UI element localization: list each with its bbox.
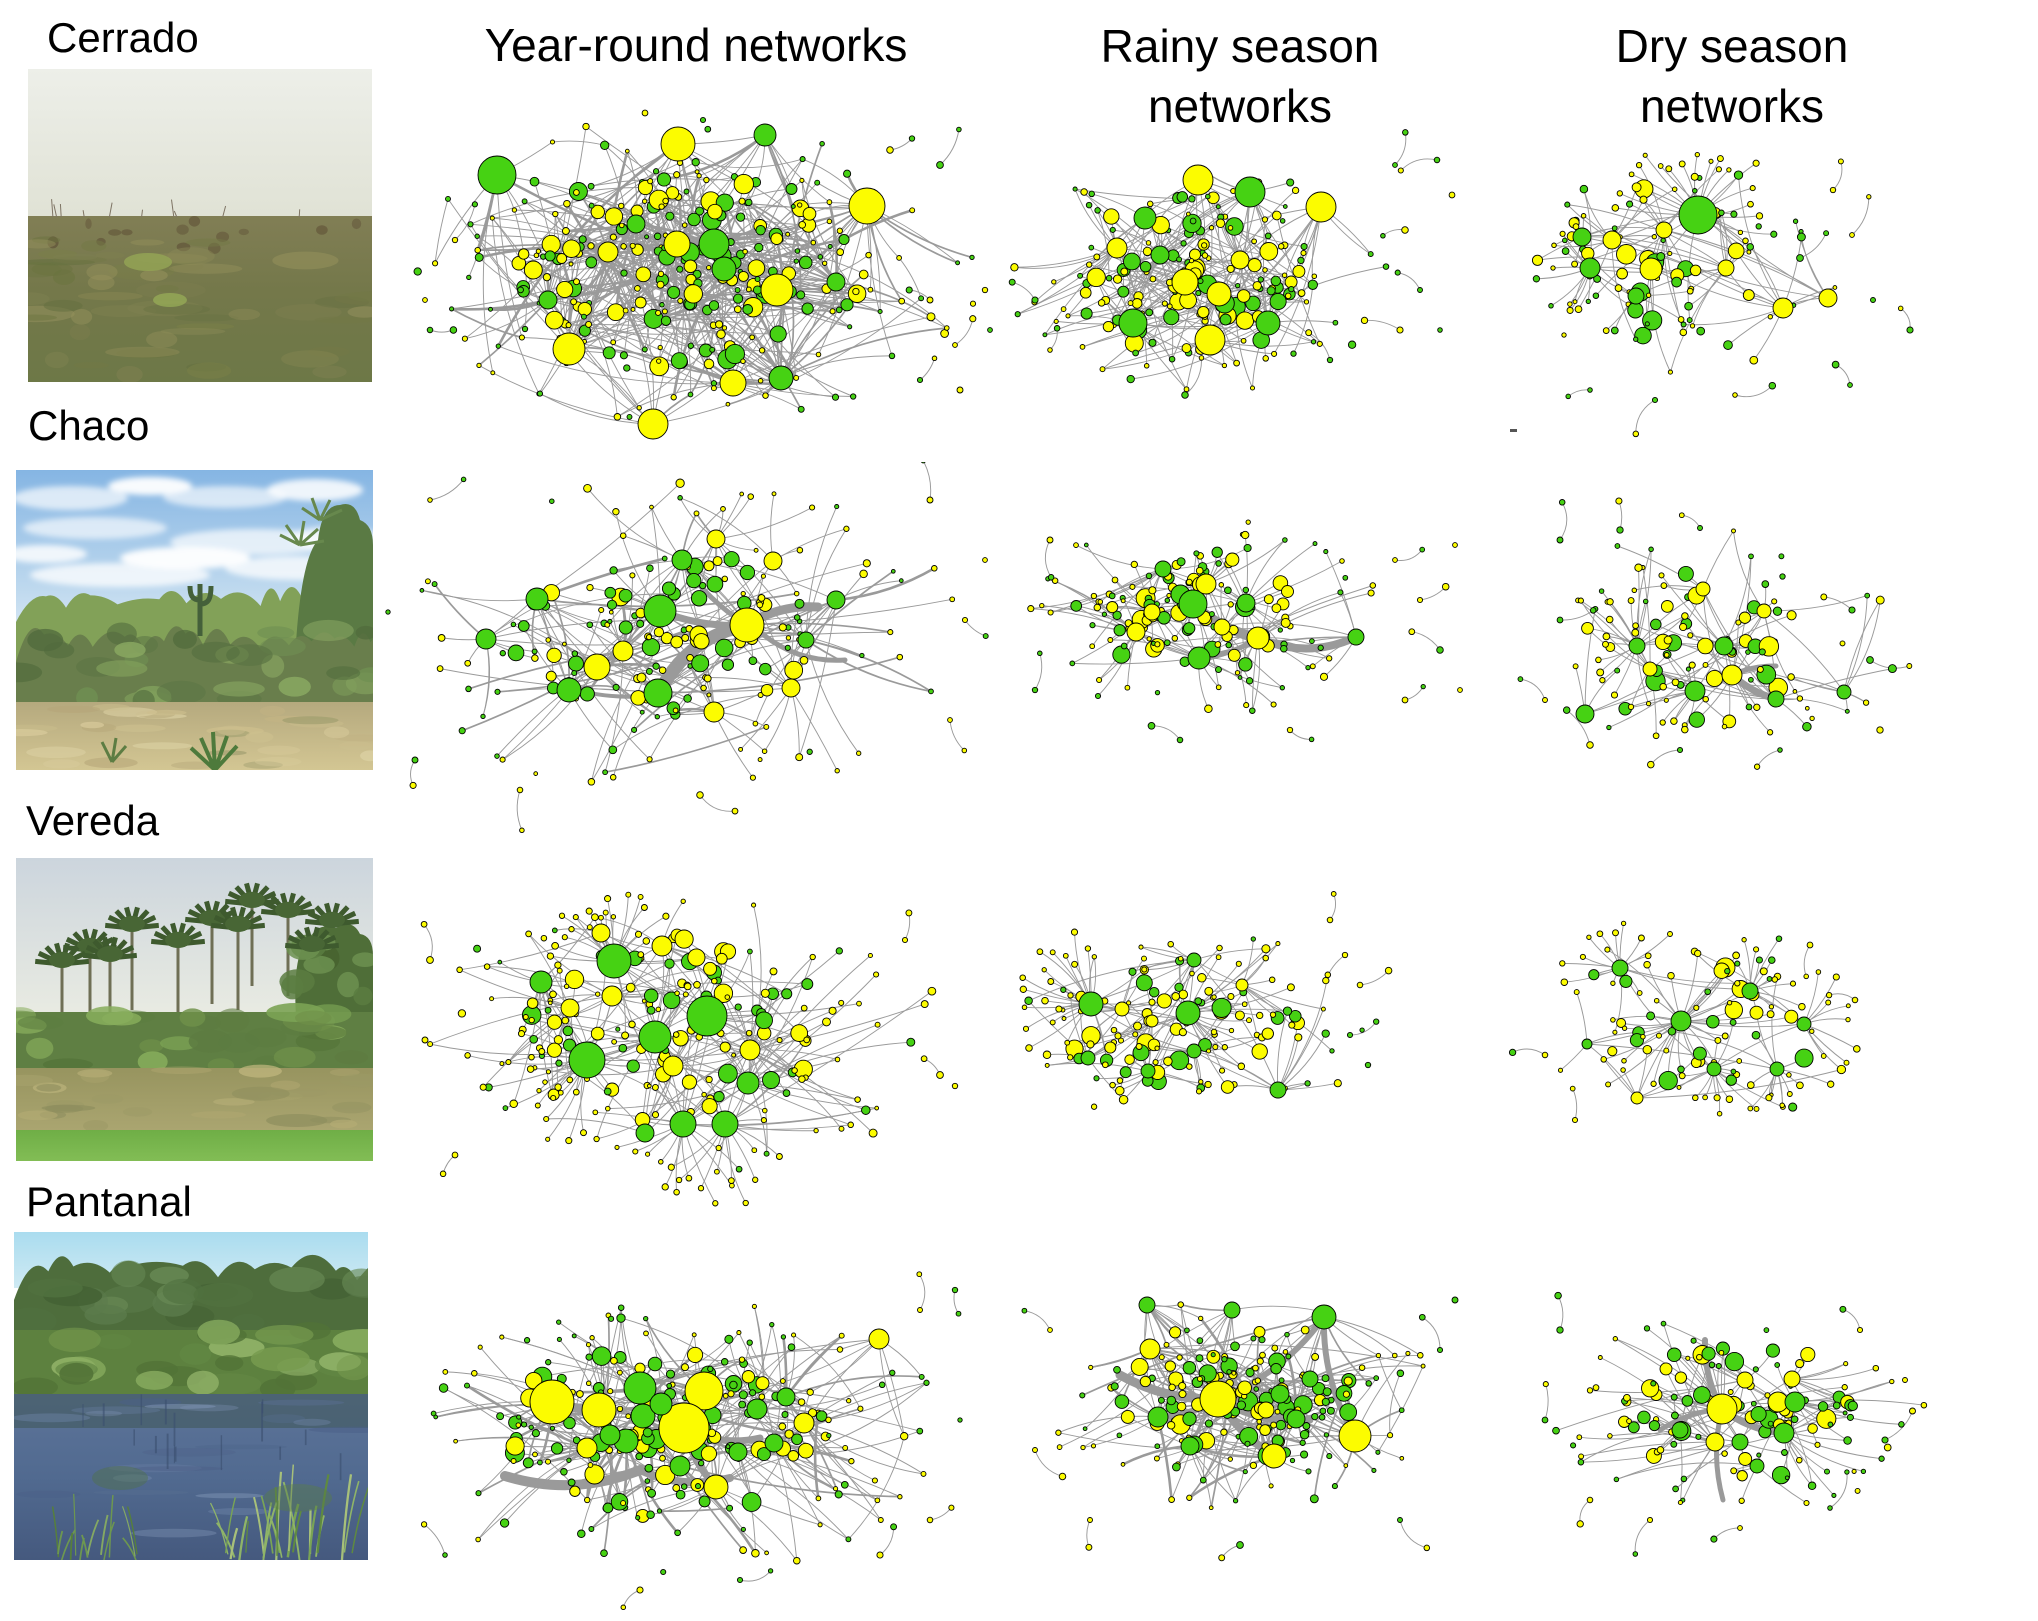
svg-text:Rainy season: Rainy season [1101, 20, 1380, 72]
svg-text:networks: networks [1148, 80, 1332, 132]
svg-text:Cerrado: Cerrado [47, 14, 199, 61]
svg-text:Vereda: Vereda [26, 797, 160, 844]
svg-text:networks: networks [1640, 80, 1824, 132]
svg-text:Chaco: Chaco [28, 402, 149, 449]
svg-text:Dry season: Dry season [1616, 20, 1849, 72]
svg-text:Year-round networks: Year-round networks [485, 19, 908, 71]
svg-text:Pantanal: Pantanal [26, 1178, 192, 1225]
